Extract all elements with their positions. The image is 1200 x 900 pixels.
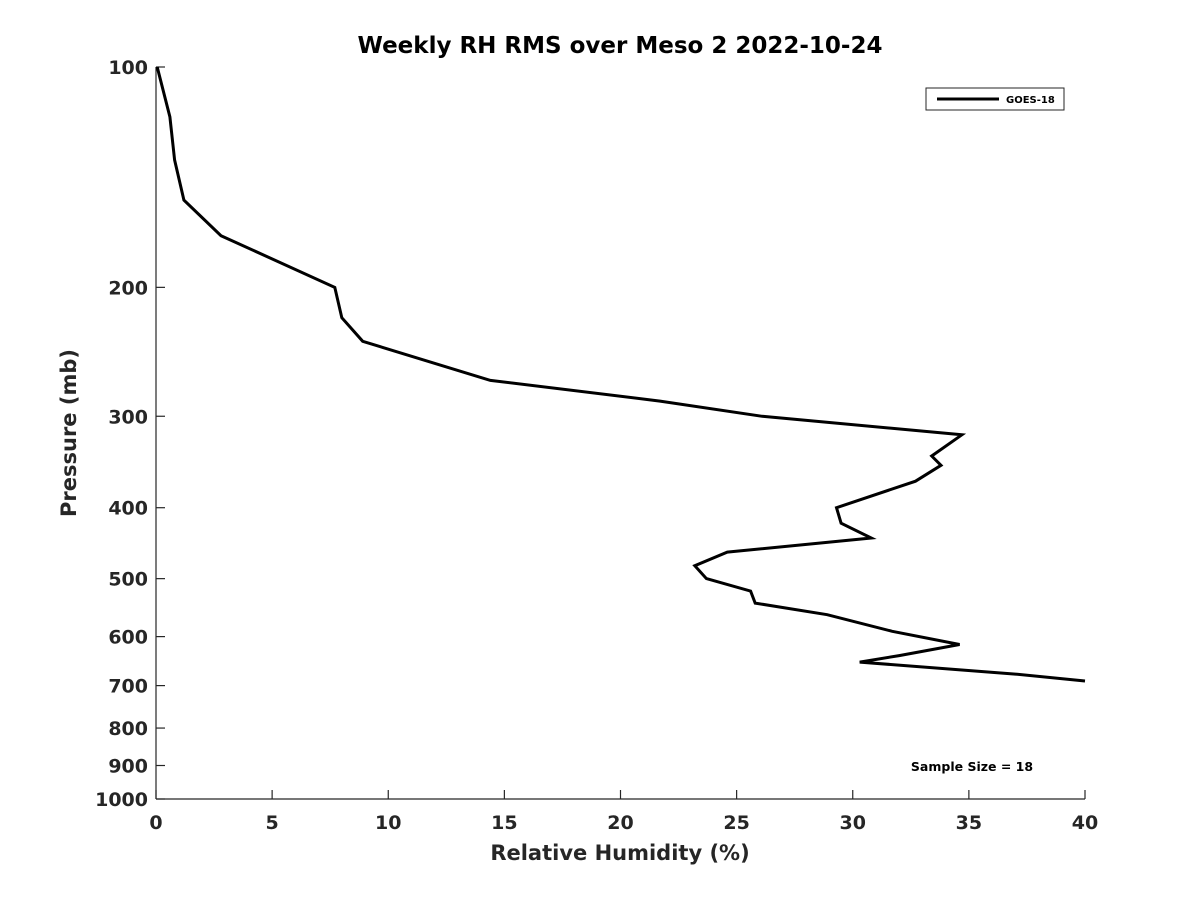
x-tick-label: 5 — [266, 812, 279, 834]
x-tick-label: 40 — [1072, 812, 1098, 834]
series-line-goes-18 — [155, 66, 1086, 683]
x-tick-label: 25 — [723, 812, 749, 834]
y-tick-label: 200 — [108, 277, 148, 299]
y-tick-label: 500 — [108, 569, 148, 591]
y-ticks: 100 200 300 400 500 600 700 800 900 1000 — [95, 57, 165, 811]
y-tick-label: 600 — [108, 627, 148, 649]
legend-entry-goes-18: GOES-18 — [1006, 95, 1055, 106]
y-tick-label: 700 — [108, 676, 148, 698]
y-tick-label: 400 — [108, 498, 148, 520]
x-tick-label: 0 — [149, 812, 162, 834]
plot-area: 0 5 10 15 20 25 30 35 40 100 200 300 400 500 600 700 80… — [95, 57, 1098, 834]
x-tick-label: 20 — [607, 812, 633, 834]
x-ticks: 0 5 10 15 20 25 30 35 40 — [149, 790, 1098, 834]
y-tick-label: 300 — [108, 406, 148, 428]
y-tick-label: 1000 — [95, 789, 148, 811]
y-tick-label: 900 — [108, 756, 148, 778]
legend: GOES-18 — [925, 87, 1065, 111]
x-tick-label: 15 — [491, 812, 517, 834]
y-tick-label: 100 — [108, 57, 148, 79]
y-tick-label: 800 — [108, 718, 148, 740]
x-tick-label: 30 — [840, 812, 866, 834]
x-tick-label: 10 — [375, 812, 401, 834]
x-tick-label: 35 — [956, 812, 982, 834]
y-axis-label: Pressure (mb) — [57, 349, 81, 517]
chart-title: Weekly RH RMS over Meso 2 2022-10-24 — [358, 33, 883, 59]
sample-size-annotation: Sample Size = 18 — [911, 759, 1033, 774]
x-axis-label: Relative Humidity (%) — [490, 841, 749, 865]
